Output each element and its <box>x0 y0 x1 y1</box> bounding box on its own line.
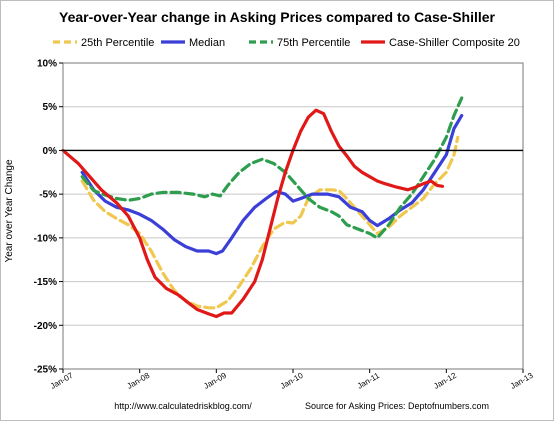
plot-frame <box>62 62 524 370</box>
x-tick-label: Jan-11 <box>356 371 382 391</box>
x-tick-label: Jan-09 <box>202 371 228 391</box>
series-line-25th-percentile <box>80 135 460 310</box>
legend-label: Case-Shiller Composite 20 <box>389 37 520 49</box>
y-axis-label: Year over Year Change <box>4 159 15 262</box>
footer-source-note: Source for Asking Prices: Deptofnumbers.… <box>305 401 489 411</box>
legend-label: Median <box>189 37 225 49</box>
grid <box>63 62 523 370</box>
series-group <box>61 96 464 319</box>
x-tick-label: Jan-10 <box>279 371 305 391</box>
y-tick-label: 5% <box>43 102 58 113</box>
y-tick-label: 10% <box>37 59 57 70</box>
legend-label: 75th Percentile <box>277 37 350 49</box>
y-tick-label: 0% <box>43 146 58 157</box>
y-tick-label: -15% <box>34 277 57 288</box>
axes <box>62 62 524 370</box>
x-tick-labels: Jan-07 Jan-08 Jan-09 Jan-10 Jan-11 Jan-12 Jan-… <box>49 369 535 391</box>
y-tick-label: -20% <box>34 321 57 332</box>
y-tick-label: -25% <box>34 365 57 376</box>
chart-title: Year-over-Year change in Asking Prices c… <box>59 9 496 25</box>
y-tick-label: -10% <box>34 233 57 244</box>
legend-label: 25th Percentile <box>81 37 154 49</box>
footer-source-url: http://www.calculatedriskblog.com/ <box>114 401 252 411</box>
legend: 25th Percentile Median 75th Percentile Case… <box>53 37 520 49</box>
y-tick-labels: 10% 5% 0% -5% -10% -15% -20% -25% <box>34 59 63 376</box>
x-tick-label: Jan-08 <box>126 371 152 391</box>
series-line-case-shiller-composite-20 <box>61 108 445 319</box>
y-tick-label: -5% <box>39 190 57 201</box>
x-tick-label: Jan-13 <box>509 371 535 391</box>
x-tick-label: Jan-12 <box>432 371 458 391</box>
